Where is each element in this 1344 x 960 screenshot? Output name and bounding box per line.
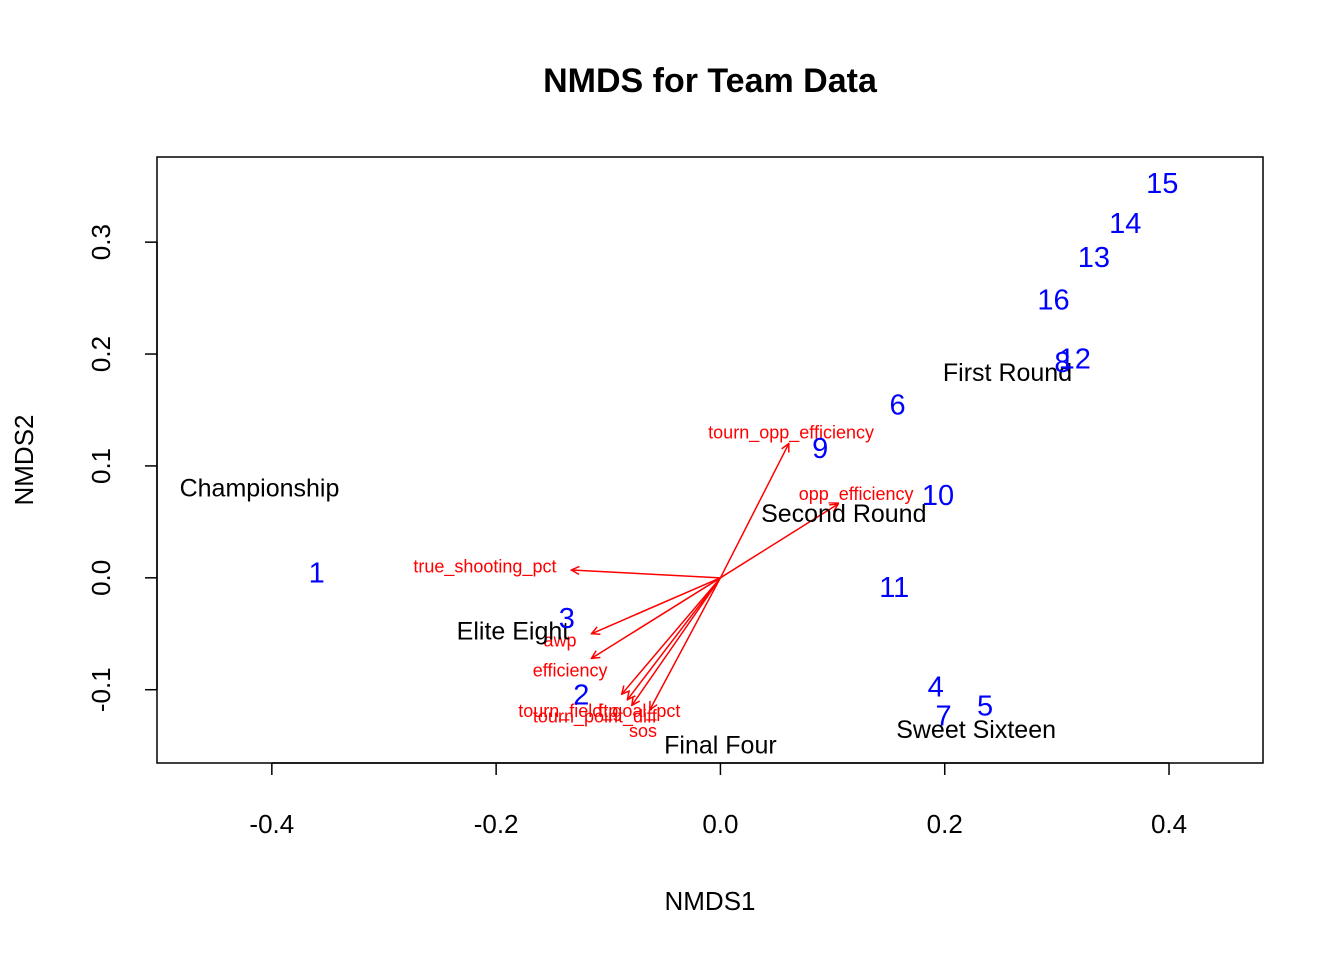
group-label: Sweet Sixteen [896,716,1056,744]
y-tick-label: 0.2 [86,336,116,372]
chart-title: NMDS for Team Data [543,62,878,100]
x-tick-label: -0.2 [474,809,519,839]
y-axis-label: NMDS2 [9,414,39,505]
team-point: 3 [559,603,575,635]
team-point: 14 [1109,208,1141,240]
y-axis: -0.1 0.0 0.1 0.2 0.3 [86,224,158,712]
y-tick-label: 0.0 [86,560,116,596]
group-label: Elite Eight [457,618,570,646]
group-label: Final Four [664,732,777,760]
vector-arrow-tourn_field_goal_pct [622,577,722,694]
vector-arrow-tourn_point_diff [632,577,722,706]
vector-arrow-ftp [627,577,722,700]
team-point: 4 [928,671,944,703]
group-label: First Round [943,359,1072,387]
x-tick-label: 0.4 [1151,809,1187,839]
vector-arrow-sos [650,577,722,710]
team-point: 6 [890,390,906,422]
group-label: Championship [180,474,340,502]
team-point: 16 [1037,284,1069,316]
vector-arrow-tourn_opp_efficiency [719,444,788,579]
team-point: 10 [922,480,954,512]
x-tick-label: 0.0 [702,809,738,839]
vector-label: true_shooting_pct [413,557,556,578]
vector-label: efficiency [533,661,608,681]
team-point: 9 [812,433,828,465]
team-point: 7 [936,701,952,733]
vector-label: tourn_opp_efficiency [708,422,874,443]
y-tick-label: -0.1 [86,667,116,712]
vector-layer: tourn_opp_efficiency opp_efficiency true_s… [413,422,913,741]
vector-arrow-true_shooting_pct [571,570,721,579]
team-point: 2 [573,679,589,711]
group-label-layer: Championship First Round Second Round Elite… [180,359,1073,760]
y-tick-label: 0.3 [86,224,116,260]
team-point: 15 [1146,168,1178,200]
vector-label: ftp [598,701,618,721]
team-point: 8 [1054,347,1070,379]
x-tick-label: -0.4 [249,809,294,839]
vector-label: sos [629,721,657,741]
x-axis: -0.4 -0.2 0.0 0.2 0.4 [249,762,1187,839]
group-label: Second Round [761,500,926,528]
x-tick-label: 0.2 [927,809,963,839]
x-axis-label: NMDS1 [664,886,755,916]
team-point: 5 [977,690,993,722]
team-point: 12 [1059,344,1091,376]
vector-label: awp [544,630,577,650]
team-point: 1 [309,557,325,589]
team-point: 13 [1078,242,1110,274]
vector-arrow-awp [591,577,721,634]
vector-arrow-opp_efficiency [720,504,838,579]
vector-label: opp_efficiency [799,484,914,505]
vector-arrow-efficiency [591,577,721,659]
vector-label: tourn_point_diff [533,707,658,728]
team-point: 11 [879,572,909,604]
y-tick-label: 0.1 [86,448,116,484]
